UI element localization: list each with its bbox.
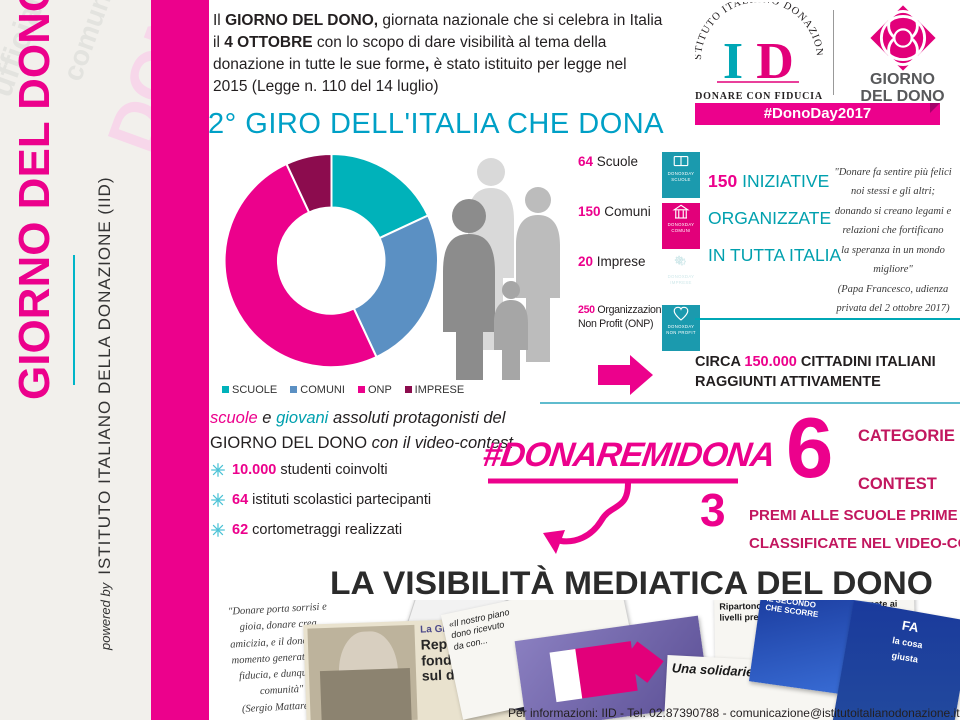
svg-text:I: I [723,33,743,84]
svg-text:D: D [756,33,794,84]
